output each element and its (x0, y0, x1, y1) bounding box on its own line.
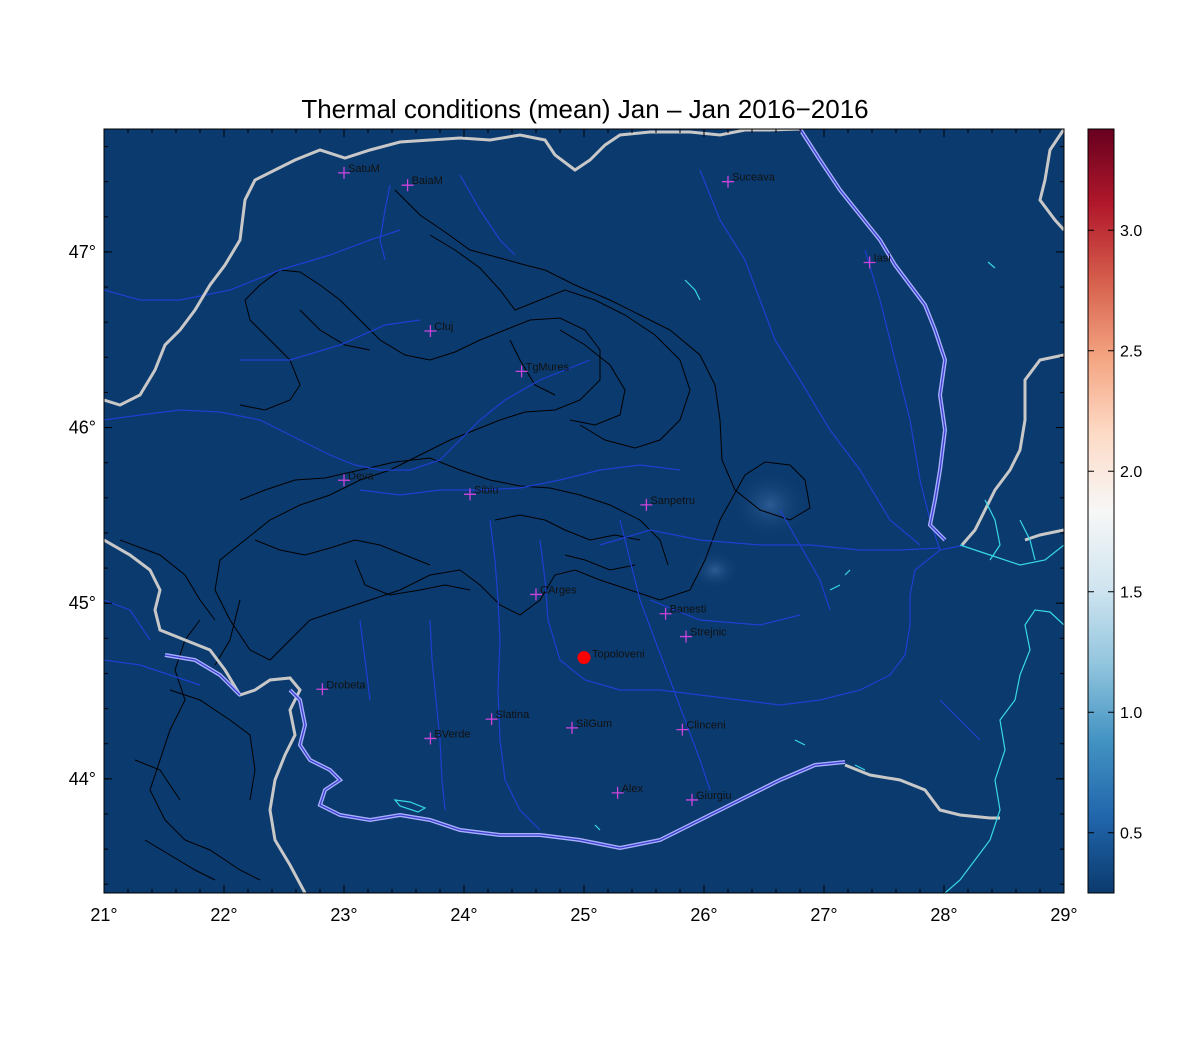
station-tgmures: TgMures (515, 361, 570, 378)
coast-and-lakes (393, 261, 1064, 893)
map-axes: 21° 22° 23° 24° 25° 26° 27° 28° 29° 44° 45° 46° 47° (69, 129, 1078, 925)
station-marker-icon (611, 786, 624, 799)
highlight-station: Topoloveni (577, 649, 645, 665)
danube-river (164, 129, 948, 851)
station-banesti: Banesti (659, 604, 707, 620)
station-marker-icon (686, 793, 698, 806)
station-cluj: Cluj (424, 321, 453, 337)
station-giurgiu: Giurgiu (686, 790, 731, 806)
colorbar: 0.5 1.0 1.5 2.0 2.5 3.0 (1087, 128, 1142, 894)
map-background (104, 129, 1064, 893)
country-borders (104, 129, 1064, 893)
chart-title: Thermal conditions (mean) Jan – Jan 2016… (301, 94, 868, 124)
station-label: Slatina (496, 709, 531, 721)
station-label: TgMures (526, 361, 570, 373)
station-marker-icon (640, 498, 653, 511)
x-tick-label: 28° (930, 905, 957, 925)
station-label: Strejnic (690, 627, 727, 639)
station-marker-icon (530, 588, 542, 601)
station-marker-icon (338, 474, 350, 487)
station-marker-icon (485, 713, 498, 726)
colorbar-tick-label: 3.0 (1120, 223, 1142, 240)
station-marker-icon (659, 607, 672, 620)
station-label: Banesti (670, 604, 707, 616)
elevation-contours (119, 189, 811, 881)
highlight-station-label: Topoloveni (592, 649, 645, 661)
station-clinceni: Clinceni (676, 720, 726, 736)
station-marker-icon (316, 683, 329, 696)
station-label: Cluj (434, 321, 453, 333)
station-marker-icon (722, 175, 734, 188)
station-sanpetru: Sanpetru (640, 495, 695, 511)
x-tick-label: 24° (450, 905, 477, 925)
station-iasi: Iasi (863, 252, 891, 269)
x-tick-label: 26° (690, 905, 717, 925)
station-label: Giurgiu (696, 790, 731, 802)
station-marker-icon (863, 256, 876, 269)
x-tick-label: 29° (1050, 905, 1077, 925)
y-tick-label: 44° (69, 769, 96, 789)
colorbar-tick-label: 0.5 (1120, 826, 1142, 843)
station-label: SilGum (576, 718, 612, 730)
station-marker-icon (424, 732, 437, 745)
x-tick-label: 25° (570, 905, 597, 925)
y-tick-label: 46° (69, 418, 96, 438)
station-sibiu: Sibiu (464, 484, 498, 501)
colorbar-scale (1087, 128, 1115, 894)
colorbar-tick-label: 1.0 (1120, 705, 1142, 722)
x-tick-label: 27° (810, 905, 837, 925)
station-marker-icon (424, 324, 437, 337)
station-label: Deva (348, 470, 375, 482)
station-label: Iasi (874, 252, 891, 264)
station-label: Sanpetru (650, 495, 695, 507)
station-marker-icon (676, 723, 689, 736)
station-suceava: Suceava (722, 172, 776, 188)
highlight-station-dot (577, 651, 591, 665)
station-marker-icon (338, 166, 350, 179)
station-strejnic: Strejnic (680, 627, 727, 643)
station-baiam: BaiaM (401, 175, 443, 192)
x-tick-label: 21° (90, 905, 117, 925)
map-panel: SatuM BaiaM Suceava Iasi Cluj TgMures Deva Sibi… (69, 128, 1078, 925)
station-label: CArges (540, 584, 577, 596)
warm-patch (690, 550, 740, 590)
colorbar-tick-label: 2.0 (1120, 464, 1142, 481)
colorbar-tick-label: 1.5 (1120, 585, 1142, 602)
x-tick-label: 23° (330, 905, 357, 925)
station-label: Alex (622, 783, 644, 795)
station-slatina: Slatina (485, 709, 531, 726)
station-label: BVerde (434, 728, 470, 740)
station-label: Clinceni (686, 720, 725, 732)
station-label: SatuM (348, 163, 380, 175)
x-tick-label: 22° (210, 905, 237, 925)
station-marker-icon (401, 179, 414, 192)
colorbar-ticks: 0.5 1.0 1.5 2.0 2.5 3.0 (1088, 223, 1142, 843)
station-silgum: SilGum (566, 718, 612, 734)
colorbar-tick-label: 2.5 (1120, 344, 1142, 361)
station-bverde: BVerde (424, 728, 470, 745)
station-label: Suceava (732, 172, 776, 184)
warm-patch (730, 470, 810, 540)
station-marker-icon (464, 488, 476, 501)
station-label: Drobeta (326, 679, 366, 691)
station-marker-icon (515, 365, 528, 378)
station-label: BaiaM (412, 175, 443, 187)
station-marker-icon (680, 630, 692, 643)
y-tick-label: 47° (69, 242, 96, 262)
station-marker-icon (566, 721, 578, 734)
station-carges: CArges (530, 584, 577, 601)
station-drobeta: Drobeta (316, 679, 366, 696)
station-label: Sibiu (474, 484, 498, 496)
station-markers: SatuM BaiaM Suceava Iasi Cluj TgMures Deva Sibi… (316, 163, 891, 806)
station-alex: Alex (611, 783, 644, 799)
y-tick-label: 45° (69, 593, 96, 613)
station-deva: Deva (338, 470, 375, 487)
station-satum: SatuM (338, 163, 380, 179)
